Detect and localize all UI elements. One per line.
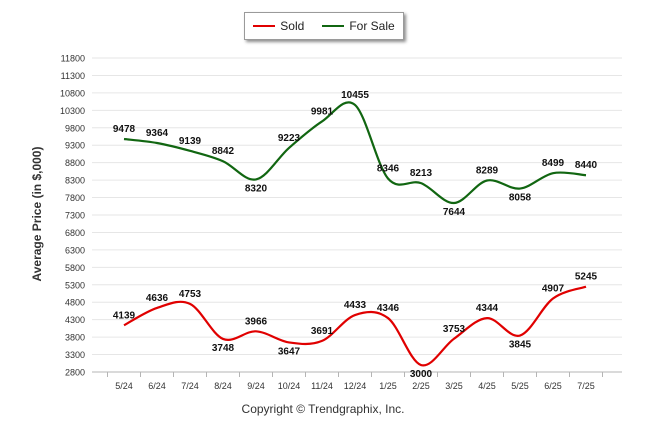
x-tick-label: 5/25 xyxy=(511,381,529,391)
y-tick-label: 4300 xyxy=(65,315,85,325)
data-label-for-sale: 8499 xyxy=(542,158,565,169)
x-tick-label: 7/25 xyxy=(577,381,595,391)
y-tick-label: 11300 xyxy=(61,71,85,81)
y-tick-label: 7800 xyxy=(65,193,85,203)
data-label-for-sale: 8058 xyxy=(509,193,532,204)
data-label-sold: 3966 xyxy=(245,316,268,327)
y-tick-label: 3300 xyxy=(65,350,85,360)
legend-item-sold[interactable]: Sold xyxy=(253,19,304,33)
data-label-sold: 3748 xyxy=(212,343,235,354)
x-tick-label: 3/25 xyxy=(445,381,463,391)
copyright-text: Copyright © Trendgraphix, Inc. xyxy=(241,402,405,416)
data-label-sold: 3647 xyxy=(278,346,301,357)
x-tick-label: 6/25 xyxy=(544,381,562,391)
legend-swatch-sold xyxy=(253,25,276,27)
y-tick-label: 10300 xyxy=(60,106,85,116)
data-label-sold: 4636 xyxy=(146,293,169,304)
x-tick-label: 4/25 xyxy=(478,381,496,391)
y-tick-label: 5300 xyxy=(65,280,85,290)
y-tick-label: 4800 xyxy=(65,298,85,308)
y-axis-title: Average Price (in $,000) xyxy=(30,146,44,282)
x-tick-label: 1/25 xyxy=(379,381,397,391)
data-label-sold: 4139 xyxy=(113,310,136,321)
legend-label-for-sale: For Sale xyxy=(349,19,395,33)
y-tick-label: 6300 xyxy=(65,245,85,255)
y-tick-label: 9300 xyxy=(65,141,85,151)
y-tick-label: 3800 xyxy=(65,333,85,343)
legend: Sold For Sale xyxy=(244,12,404,40)
series-line-sold xyxy=(123,285,587,367)
x-tick-label: 12/24 xyxy=(344,381,367,391)
data-label-for-sale: 10455 xyxy=(341,90,369,101)
data-label-sold: 4344 xyxy=(476,303,499,314)
legend-swatch-for-sale xyxy=(322,25,345,27)
data-label-for-sale: 8440 xyxy=(575,160,598,171)
data-label-sold: 3845 xyxy=(509,340,532,351)
x-tick-label: 9/24 xyxy=(247,381,265,391)
data-label-for-sale: 7644 xyxy=(443,207,466,218)
data-label-for-sale: 9139 xyxy=(179,136,202,147)
y-tick-label: 8300 xyxy=(65,176,85,186)
x-tick-label: 11/24 xyxy=(311,381,333,391)
series-line-for-sale xyxy=(123,101,587,205)
data-label-sold: 5245 xyxy=(575,272,598,283)
data-label-sold: 3753 xyxy=(443,324,466,335)
data-label-for-sale: 8842 xyxy=(212,146,235,157)
data-label-for-sale: 8289 xyxy=(476,165,499,176)
data-label-sold: 3691 xyxy=(311,326,334,337)
data-label-sold: 4346 xyxy=(377,303,400,314)
y-tick-label: 5800 xyxy=(65,263,85,273)
x-tick-label: 5/24 xyxy=(115,381,133,391)
y-tick-label: 6800 xyxy=(65,228,85,238)
data-label-sold: 4907 xyxy=(542,283,565,294)
y-tick-label: 2800 xyxy=(65,368,85,378)
data-label-sold: 3000 xyxy=(410,369,433,380)
data-label-for-sale: 8213 xyxy=(410,168,433,179)
data-label-for-sale: 9364 xyxy=(146,128,169,139)
data-label-for-sale: 9478 xyxy=(113,124,136,135)
y-tick-label: 11800 xyxy=(61,54,85,64)
data-label-sold: 4433 xyxy=(344,300,367,311)
data-label-for-sale: 8346 xyxy=(377,164,400,175)
x-tick-label: 10/24 xyxy=(278,381,301,391)
data-label-sold: 4753 xyxy=(179,289,202,300)
x-tick-label: 8/24 xyxy=(214,381,232,391)
legend-label-sold: Sold xyxy=(280,19,305,33)
data-label-for-sale: 8320 xyxy=(245,183,268,194)
y-tick-label: 7300 xyxy=(65,211,85,221)
y-tick-label: 9800 xyxy=(65,123,85,133)
data-label-for-sale: 9223 xyxy=(278,133,301,144)
data-label-for-sale: 9981 xyxy=(311,106,334,117)
y-tick-label: 8800 xyxy=(65,158,85,168)
legend-item-for-sale[interactable]: For Sale xyxy=(322,19,395,33)
x-tick-label: 2/25 xyxy=(412,381,430,391)
x-tick-label: 6/24 xyxy=(148,381,166,391)
y-tick-label: 10800 xyxy=(60,88,85,98)
x-tick-label: 7/24 xyxy=(181,381,199,391)
